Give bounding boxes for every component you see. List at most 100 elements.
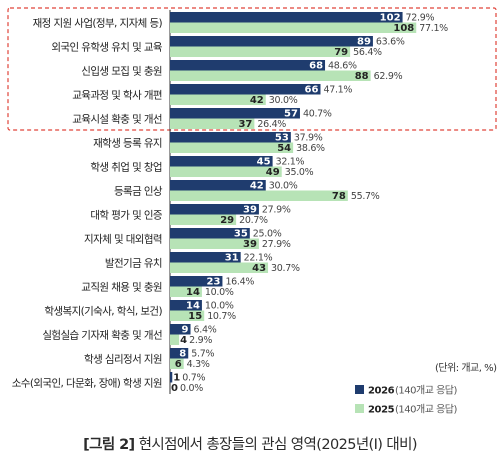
bar-value-label: 14 bbox=[186, 287, 200, 298]
category-label: 발전기금 유치 bbox=[105, 258, 162, 270]
bar-value-label: 29 bbox=[220, 215, 234, 226]
unit-note: (단위: 개교, %) bbox=[435, 361, 497, 374]
bar-2026 bbox=[170, 228, 250, 239]
percent-label: 10.0% bbox=[205, 301, 234, 312]
percent-label: 0.7% bbox=[182, 373, 205, 384]
percent-label: 5.7% bbox=[191, 349, 214, 360]
percent-label: 72.9% bbox=[406, 13, 435, 24]
percent-label: 0.0% bbox=[180, 383, 203, 394]
percent-label: 27.9% bbox=[262, 205, 291, 216]
percent-label: 48.6% bbox=[328, 61, 357, 72]
bar-value-label: 42 bbox=[250, 181, 264, 192]
percent-label: 37.9% bbox=[294, 133, 323, 144]
bar-value-label: 78 bbox=[332, 191, 346, 202]
bar-value-label: 15 bbox=[188, 311, 202, 322]
percent-label: 22.1% bbox=[244, 253, 273, 264]
bar-2026 bbox=[170, 324, 191, 335]
percent-label: 25.0% bbox=[253, 229, 282, 240]
bar-2025 bbox=[170, 118, 255, 129]
bar-2025 bbox=[170, 46, 351, 57]
percent-label: 40.7% bbox=[303, 109, 332, 120]
bar-2026 bbox=[170, 12, 403, 23]
legend-swatch-2026 bbox=[355, 385, 364, 394]
bar-2026 bbox=[170, 108, 300, 119]
bar-2025 bbox=[170, 166, 282, 177]
percent-label: 38.6% bbox=[296, 143, 325, 154]
bar-2025 bbox=[170, 238, 259, 249]
bar-value-label: 4 bbox=[180, 335, 187, 346]
category-label: 학생 심리정서 지원 bbox=[84, 354, 162, 366]
legend-label-2026: 2026 bbox=[368, 386, 395, 397]
percent-label: 35.0% bbox=[285, 167, 314, 178]
bar-value-label: 1 bbox=[173, 373, 180, 384]
bar-value-label: 42 bbox=[250, 95, 264, 106]
category-label: 실험실습 기자재 확충 및 개선 bbox=[42, 329, 162, 342]
bars-group: 재정 지원 사업(정부, 지자체 등) 102 72.9%108 77.1%외국인 유… bbox=[12, 12, 448, 394]
percent-label: 20.7% bbox=[239, 215, 268, 226]
bar-2026 bbox=[170, 60, 326, 71]
bar-2026 bbox=[170, 276, 223, 287]
category-label: 소수(외국인, 다문화, 장애) 학생 지원 bbox=[12, 378, 162, 390]
bar-value-label: 54 bbox=[277, 143, 291, 154]
legend: 2026 (140개교 응답) 2025 (140개교 응답) bbox=[355, 385, 458, 416]
percent-label: 4.3% bbox=[187, 359, 210, 370]
legend-swatch-2025 bbox=[355, 404, 364, 413]
bar-2026 bbox=[170, 84, 321, 95]
bar-2026 bbox=[170, 156, 273, 167]
bar-2025 bbox=[170, 94, 266, 105]
percent-label: 2.9% bbox=[189, 335, 212, 346]
percent-label: 30.0% bbox=[269, 181, 298, 192]
category-label: 교육시설 확충 및 개선 bbox=[72, 113, 162, 126]
percent-label: 30.7% bbox=[271, 263, 300, 274]
bar-2026 bbox=[170, 180, 266, 191]
bar-value-label: 6 bbox=[175, 359, 182, 370]
legend-note-2026: (140개교 응답) bbox=[395, 385, 457, 397]
bar-value-label: 23 bbox=[207, 277, 221, 288]
bar-value-label: 14 bbox=[186, 301, 200, 312]
category-label: 등록금 인상 bbox=[114, 186, 163, 198]
category-label: 지자체 및 대외협력 bbox=[84, 233, 162, 246]
chart: 재정 지원 사업(정부, 지자체 등) 102 72.9%108 77.1%외국인 유… bbox=[7, 7, 498, 416]
bar-2025 bbox=[170, 358, 184, 369]
bar-2025 bbox=[170, 286, 202, 297]
percent-label: 10.7% bbox=[207, 311, 236, 322]
percent-label: 47.1% bbox=[323, 85, 352, 96]
bar-2025 bbox=[170, 142, 294, 153]
bar-2025 bbox=[170, 22, 417, 33]
bar-2026 bbox=[170, 36, 373, 47]
bar-value-label: 31 bbox=[225, 253, 239, 264]
bar-2025 bbox=[170, 262, 269, 273]
bar-2026 bbox=[170, 348, 189, 359]
bar-value-label: 89 bbox=[357, 37, 371, 48]
bar-2026 bbox=[170, 204, 259, 215]
figure-caption: [그림 2] 현시점에서 총장들의 관심 영역(2025년(Ⅰ) 대비) bbox=[0, 433, 500, 454]
bar-value-label: 57 bbox=[284, 109, 298, 120]
bar-value-label: 66 bbox=[305, 85, 319, 96]
category-label: 재정 지원 사업(정부, 지자체 등) bbox=[33, 17, 163, 30]
bar-value-label: 68 bbox=[309, 61, 323, 72]
bar-value-label: 108 bbox=[393, 23, 414, 34]
bar-2026 bbox=[170, 132, 291, 143]
percent-label: 56.4% bbox=[353, 47, 382, 58]
percent-label: 30.0% bbox=[269, 95, 298, 106]
bar-value-label: 49 bbox=[266, 167, 280, 178]
percent-label: 32.1% bbox=[276, 157, 305, 168]
bar-value-label: 39 bbox=[243, 205, 257, 216]
category-label: 대학 평가 및 인증 bbox=[90, 210, 163, 222]
bar-2025 bbox=[170, 214, 237, 225]
category-label: 학생복지(기숙사, 학식, 보건) bbox=[44, 306, 162, 318]
highlight-box bbox=[7, 7, 497, 131]
category-label: 외국인 유학생 유치 및 교육 bbox=[51, 42, 163, 54]
bar-value-label: 88 bbox=[355, 71, 369, 82]
bar-value-label: 9 bbox=[182, 325, 189, 336]
bar-2026 bbox=[170, 372, 173, 383]
bar-value-label: 37 bbox=[238, 119, 252, 130]
bar-value-label: 0 bbox=[171, 383, 178, 394]
category-label: 신입생 모집 및 충원 bbox=[81, 65, 162, 78]
bar-2025 bbox=[170, 310, 205, 321]
category-label: 교직원 채용 및 충원 bbox=[81, 282, 162, 294]
category-label: 교육과정 및 학사 개편 bbox=[72, 89, 162, 102]
percent-label: 6.4% bbox=[194, 325, 217, 336]
percent-label: 77.1% bbox=[419, 23, 448, 34]
bar-value-label: 39 bbox=[243, 239, 257, 250]
